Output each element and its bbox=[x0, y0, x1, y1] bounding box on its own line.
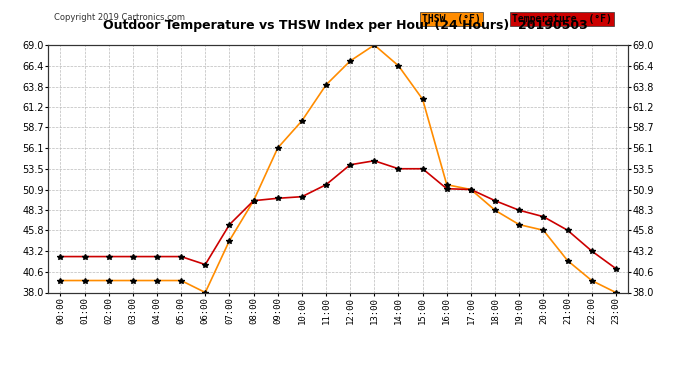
Text: Copyright 2019 Cartronics.com: Copyright 2019 Cartronics.com bbox=[54, 13, 185, 22]
Text: THSW  (°F): THSW (°F) bbox=[422, 14, 481, 24]
Text: Temperature  (°F): Temperature (°F) bbox=[512, 14, 612, 24]
Text: Outdoor Temperature vs THSW Index per Hour (24 Hours)  20190503: Outdoor Temperature vs THSW Index per Ho… bbox=[103, 19, 587, 32]
